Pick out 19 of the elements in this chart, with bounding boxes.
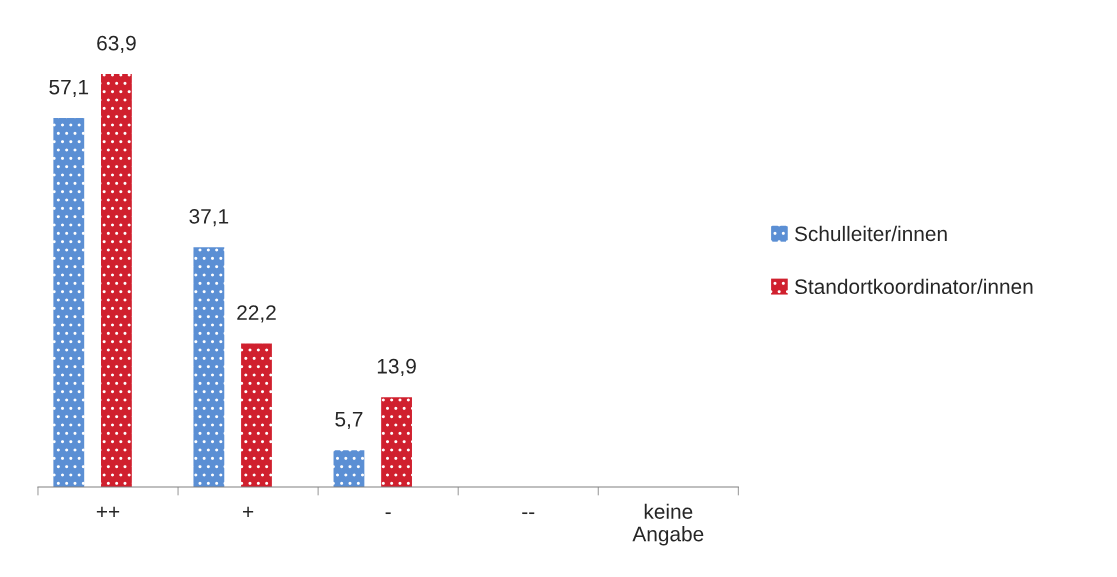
data-label: 37,1 [189,208,229,227]
bar [381,397,412,487]
x-tick-label: - [385,512,391,515]
data-label: 5,7 [335,412,363,430]
data-label: 57,1 [49,79,89,97]
legend-label: Standortkoordinator/innen [794,278,1033,295]
x-tick-label: + [243,506,254,517]
x-tick-label: -- [522,512,535,515]
x-tick-label: keine Angabe [632,503,704,546]
x-tick-label: ++ [96,506,120,517]
bar [101,74,132,487]
data-label: 63,9 [97,35,136,53]
bar [241,343,272,487]
data-label: 13,9 [377,358,416,377]
data-label: 22,2 [237,305,276,323]
bar [193,247,225,487]
legend-label: Schulleiter/innen [794,225,947,242]
bar [53,118,85,487]
bar [333,450,365,487]
